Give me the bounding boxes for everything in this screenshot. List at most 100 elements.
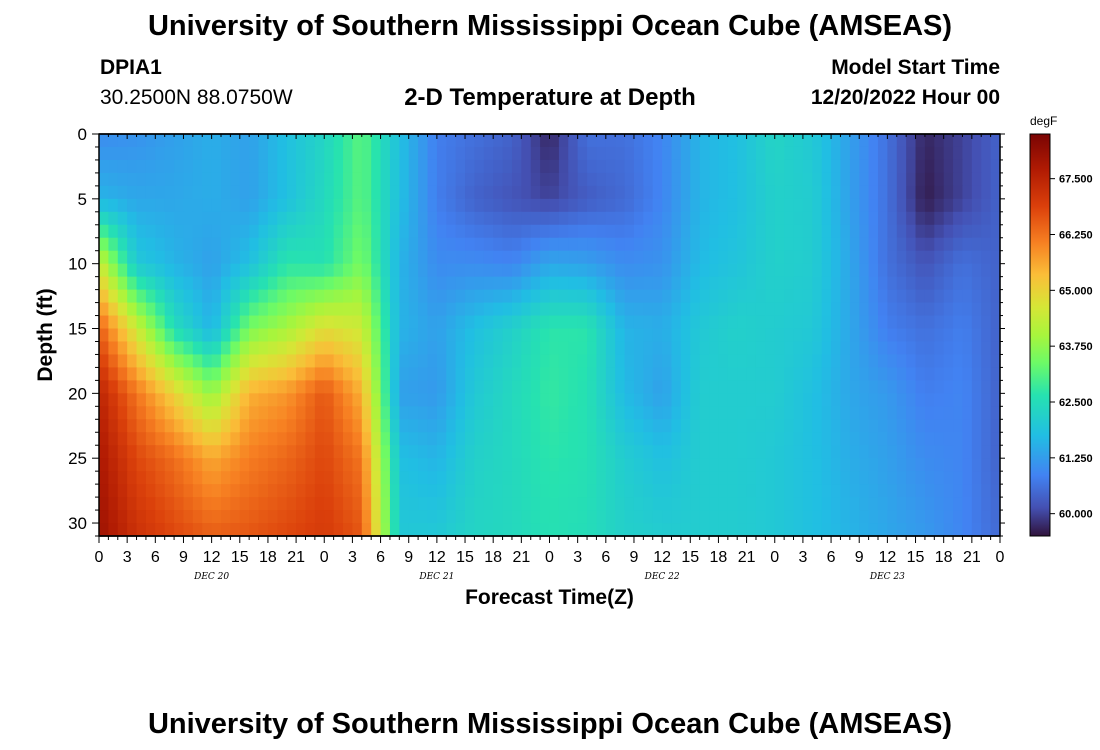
heatmap-cell	[277, 146, 288, 161]
heatmap-cell	[296, 159, 307, 174]
heatmap-cell	[314, 380, 325, 394]
heatmap-cell	[906, 510, 917, 524]
heatmap-cell	[399, 419, 410, 433]
heatmap-cell	[164, 419, 175, 433]
heatmap-cell	[333, 328, 344, 343]
heatmap-cell	[352, 471, 363, 485]
heatmap-cell	[455, 445, 466, 459]
heatmap-cell	[521, 315, 532, 330]
heatmap-cell	[249, 484, 260, 498]
heatmap-cell	[727, 432, 738, 446]
heatmap-cell	[352, 134, 363, 148]
heatmap-cell	[934, 367, 945, 381]
heatmap-cell	[455, 224, 466, 239]
heatmap-cell	[849, 510, 860, 524]
heatmap-cell	[765, 445, 776, 459]
heatmap-cell	[849, 380, 860, 394]
heatmap-cell	[145, 354, 156, 369]
heatmap-cell	[737, 250, 748, 265]
heatmap-cell	[502, 159, 513, 174]
heatmap-cell	[859, 354, 870, 369]
heatmap-cell	[530, 354, 541, 369]
heatmap-cell	[690, 185, 701, 200]
heatmap-cell	[455, 185, 466, 200]
heatmap-cell	[239, 471, 250, 485]
heatmap-cell	[474, 302, 485, 317]
heatmap-cell	[474, 484, 485, 498]
heatmap-cell	[389, 146, 400, 161]
heatmap-cell	[709, 471, 720, 485]
heatmap-cell	[511, 458, 522, 472]
heatmap-cell	[371, 250, 382, 265]
heatmap-cell	[821, 146, 832, 161]
heatmap-cell	[540, 523, 551, 537]
heatmap-cell	[277, 250, 288, 265]
heatmap-cell	[784, 419, 795, 433]
heatmap-cell	[192, 341, 203, 356]
heatmap-cell	[624, 159, 635, 174]
heatmap-cell	[277, 302, 288, 317]
heatmap-cell	[981, 484, 992, 498]
heatmap-cell	[371, 237, 382, 252]
heatmap-cell	[267, 198, 278, 213]
heatmap-cell	[174, 198, 185, 213]
heatmap-cell	[953, 497, 964, 511]
heatmap-cell	[211, 380, 222, 394]
heatmap-cell	[615, 458, 626, 472]
heatmap-cell	[436, 380, 447, 394]
heatmap-cell	[633, 289, 644, 304]
heatmap-cell	[127, 419, 138, 433]
heatmap-cell	[774, 198, 785, 213]
heatmap-cell	[427, 393, 438, 407]
heatmap-cell	[455, 250, 466, 265]
heatmap-cell	[286, 419, 297, 433]
heatmap-cell	[596, 471, 607, 485]
heatmap-cell	[230, 315, 241, 330]
heatmap-cell	[718, 146, 729, 161]
heatmap-cell	[192, 185, 203, 200]
heatmap-cell	[277, 510, 288, 524]
heatmap-cell	[296, 315, 307, 330]
heatmap-cell	[953, 393, 964, 407]
heatmap-cell	[361, 237, 372, 252]
heatmap-cell	[915, 380, 926, 394]
heatmap-cell	[587, 523, 598, 537]
heatmap-cell	[333, 146, 344, 161]
heatmap-cell	[746, 211, 757, 226]
heatmap-cell	[99, 419, 109, 433]
heatmap-cell	[99, 328, 109, 343]
heatmap-cell	[136, 432, 147, 446]
heatmap-cell	[164, 380, 175, 394]
heatmap-cell	[183, 159, 194, 174]
heatmap-cell	[136, 419, 147, 433]
heatmap-cell	[465, 393, 476, 407]
heatmap-cell	[267, 523, 278, 537]
heatmap-cell	[774, 471, 785, 485]
heatmap-cell	[633, 393, 644, 407]
heatmap-cell	[192, 367, 203, 381]
heatmap-cell	[286, 224, 297, 239]
heatmap-cell	[230, 328, 241, 343]
heatmap-cell	[267, 211, 278, 226]
heatmap-cell	[145, 134, 156, 148]
heatmap-cell	[136, 276, 147, 291]
x-tick-label: 0	[95, 549, 104, 566]
heatmap-cell	[408, 445, 419, 459]
heatmap-cell	[849, 328, 860, 343]
heatmap-cell	[324, 406, 335, 420]
heatmap-cell	[371, 315, 382, 330]
heatmap-cell	[493, 393, 504, 407]
heatmap-cell	[465, 354, 476, 369]
heatmap-cell	[465, 172, 476, 187]
heatmap-cell	[793, 484, 804, 498]
heatmap-cell	[755, 237, 766, 252]
heatmap-cell	[605, 172, 616, 187]
heatmap-cell	[615, 302, 626, 317]
heatmap-cell	[709, 406, 720, 420]
heatmap-cell	[568, 523, 579, 537]
x-tick-label: 21	[287, 549, 305, 566]
heatmap-cell	[718, 458, 729, 472]
heatmap-cell	[755, 159, 766, 174]
heatmap-cell	[343, 211, 354, 226]
heatmap-cell	[577, 289, 588, 304]
